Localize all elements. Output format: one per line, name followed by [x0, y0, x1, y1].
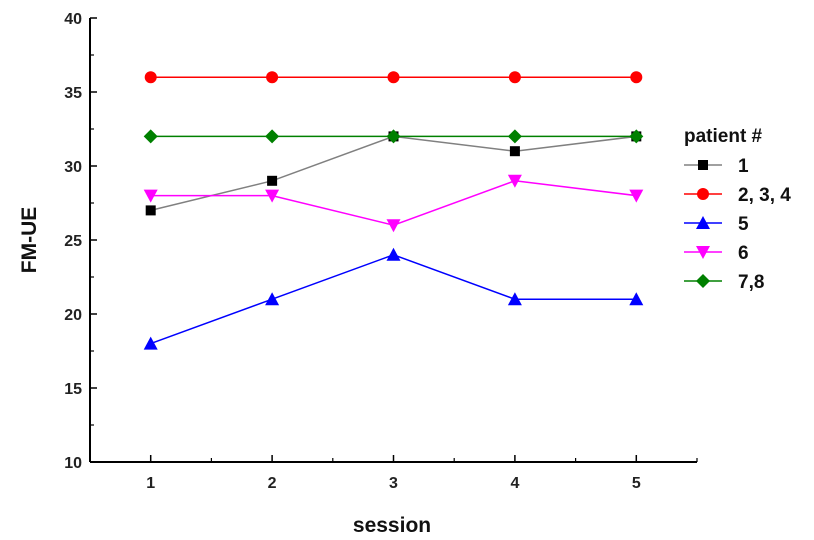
data-point-series-1 — [509, 146, 520, 157]
y-tick-label: 30 — [64, 159, 82, 176]
data-point-series-2 — [144, 71, 157, 84]
data-point-series-3 — [629, 292, 644, 306]
legend-item: 5 — [684, 214, 749, 235]
data-point-series-2 — [387, 71, 400, 84]
data-point-series-1 — [145, 205, 156, 216]
series-line-3 — [150, 254, 637, 345]
legend-marker — [697, 188, 709, 200]
data-point-series-5 — [507, 129, 522, 144]
data-point-series-4 — [629, 189, 644, 203]
data-point-series-2 — [630, 71, 643, 84]
legend-marker — [698, 160, 708, 170]
legend-label: 2, 3, 4 — [738, 185, 791, 206]
y-axis-title: FM-UE — [18, 207, 41, 274]
y-tick-label: 10 — [64, 455, 82, 472]
legend-marker — [696, 216, 710, 229]
legend-label: 5 — [738, 214, 749, 235]
legend-marker — [696, 274, 710, 288]
legend-item: 1 — [684, 156, 749, 177]
legend-marker — [696, 246, 710, 259]
y-tick-label: 20 — [64, 307, 82, 324]
y-tick-label: 25 — [64, 233, 82, 250]
plot-area: 10 15 20 25 30 35 40 1 2 3 4 5 — [64, 11, 698, 492]
x-axis-title: session — [353, 514, 431, 537]
data-point-series-3 — [143, 336, 158, 350]
data-point-series-4 — [386, 219, 401, 233]
data-point-series-2 — [266, 71, 279, 84]
x-tick-label: 5 — [632, 475, 641, 492]
legend-label: 7,8 — [738, 272, 764, 293]
legend-item: 6 — [684, 243, 749, 264]
series-line-1 — [150, 135, 637, 212]
data-point-series-5 — [265, 129, 280, 144]
data-point-series-3 — [265, 292, 280, 306]
data-point-series-2 — [508, 71, 521, 84]
x-tick-label: 3 — [389, 475, 398, 492]
legend-label: 6 — [738, 243, 749, 264]
legend-item: 2, 3, 4 — [684, 185, 791, 206]
series-line-4 — [150, 180, 637, 226]
data-point-series-3 — [386, 247, 401, 261]
legend-item: 7,8 — [684, 272, 764, 293]
data-point-series-5 — [386, 129, 401, 144]
legend-label: 1 — [738, 156, 749, 177]
y-tick-label: 40 — [64, 11, 82, 28]
data-point-series-1 — [267, 175, 278, 186]
data-point-series-3 — [507, 292, 522, 306]
data-point-series-5 — [143, 129, 158, 144]
data-point-series-4 — [507, 174, 522, 188]
legend-title: patient # — [684, 126, 763, 147]
x-tick-label: 4 — [510, 475, 519, 492]
x-tick-label: 2 — [268, 475, 277, 492]
data-point-series-4 — [265, 189, 280, 203]
data-point-series-4 — [143, 189, 158, 203]
y-tick-label: 35 — [64, 85, 82, 102]
data-point-series-5 — [629, 129, 644, 144]
y-tick-label: 15 — [64, 381, 82, 398]
legend: 1 2, 3, 4 5 6 7,8 — [684, 156, 791, 293]
x-tick-label: 1 — [146, 475, 155, 492]
